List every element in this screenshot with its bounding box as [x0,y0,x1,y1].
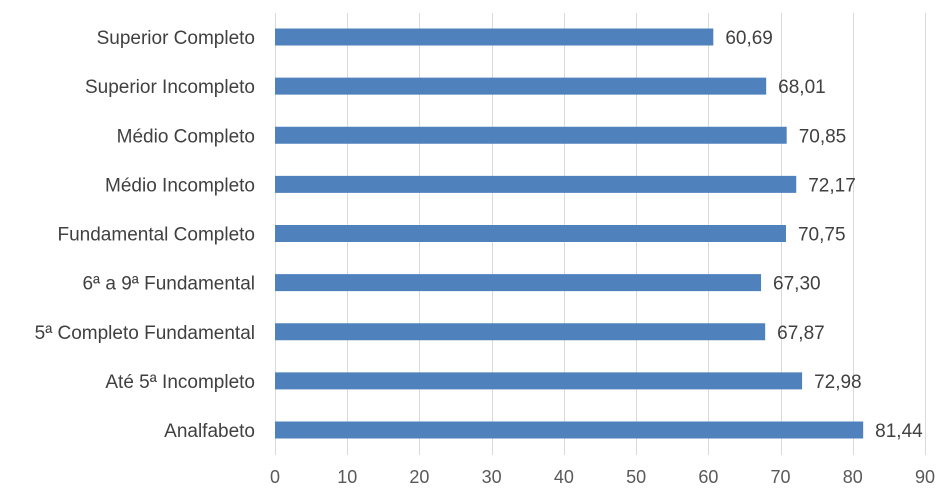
data-label: 72,17 [808,175,856,196]
x-tick-label: 30 [482,467,502,487]
data-label: 72,98 [814,372,862,393]
x-tick-label: 80 [843,467,863,487]
data-label: 60,69 [725,28,773,49]
data-label: 67,87 [777,323,825,344]
x-tick-label: 90 [915,467,935,487]
category-labels: Superior Completo Superior Incompleto Médi… [35,28,255,442]
bar-ate-5-incompleto [275,372,802,389]
data-label: 70,85 [799,126,847,147]
data-label: 70,75 [798,225,846,246]
category-label: Médio Incompleto [105,175,255,196]
bar-medio-incompleto [275,176,796,193]
category-label: Superior Completo [97,28,255,49]
category-label: Até 5ª Incompleto [105,372,255,393]
bar-6-a-9-fundamental [275,274,761,291]
bars [275,29,863,439]
x-tick-label: 0 [270,467,280,487]
data-label: 81,44 [875,421,923,442]
bar-5-completo-fundamental [275,323,765,340]
bar-superior-completo [275,29,713,46]
bar-medio-completo [275,127,787,144]
x-tick-label: 20 [409,467,429,487]
x-tick-label: 40 [554,467,574,487]
bar-analfabeto [275,422,863,439]
x-tick-label: 50 [626,467,646,487]
data-label: 67,30 [773,274,821,295]
x-tick-label: 60 [698,467,718,487]
bar-fundamental-completo [275,225,786,242]
x-tick-label: 70 [771,467,791,487]
category-label: 6ª a 9ª Fundamental [82,274,255,295]
data-label: 68,01 [778,77,826,98]
category-label: Fundamental Completo [58,225,256,246]
x-axis-tick-labels: 0 10 20 30 40 50 60 70 80 90 [270,467,935,487]
bar-superior-incompleto [275,78,766,95]
category-label: 5ª Completo Fundamental [35,323,255,344]
category-label: Analfabeto [164,421,255,442]
x-tick-label: 10 [337,467,357,487]
category-label: Médio Completo [117,126,255,147]
category-label: Superior Incompleto [85,77,255,98]
